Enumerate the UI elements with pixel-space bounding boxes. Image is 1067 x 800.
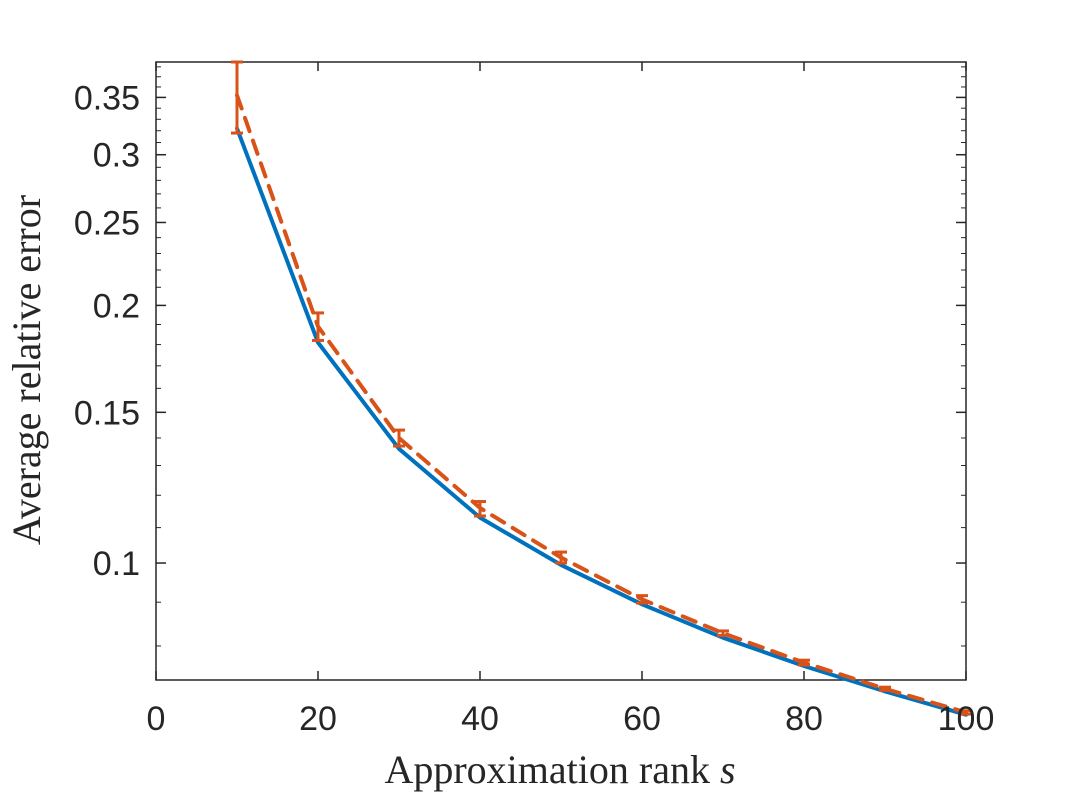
x-tick-label: 100 [938,700,995,738]
plot-frame [155,61,967,681]
error-bar [555,550,567,565]
series-layer [231,60,972,717]
x-axis-label-variable: s [720,747,736,792]
error-bar [474,500,486,518]
x-tick-label: 20 [299,700,337,738]
error-bar [879,685,891,692]
y-axis-label: Average relative error [4,195,49,545]
x-tick-label: 60 [623,700,661,738]
y-tick-label: 0.1 [93,545,140,583]
series-line-2 [235,93,968,715]
major-ticks [155,62,967,680]
error-bar [393,428,405,448]
error-bar [312,311,324,342]
tick-labels: 0 20 40 60 80 100 0.1 0.15 0.2 0.25 0.3 0.35 [74,79,995,738]
series-line-1 [235,126,968,717]
error-bar [636,594,648,605]
plot-area [155,61,967,681]
y-tick-label: 0.25 [74,204,140,242]
x-tick-label: 80 [785,700,823,738]
x-tick-label: 40 [461,700,499,738]
x-axis-label-text: Approximation rank [384,747,710,792]
y-tick-label: 0.15 [74,394,140,432]
x-axis-label: Approximation rank s [384,747,735,792]
y-tick-label: 0.2 [93,287,140,325]
x-tick-label: 0 [147,700,166,738]
error-bar [960,709,972,716]
y-tick-label: 0.35 [74,79,140,117]
error-bar [231,60,243,135]
error-bar [798,658,810,667]
y-tick-label: 0.3 [93,137,140,175]
error-bar [717,629,729,637]
